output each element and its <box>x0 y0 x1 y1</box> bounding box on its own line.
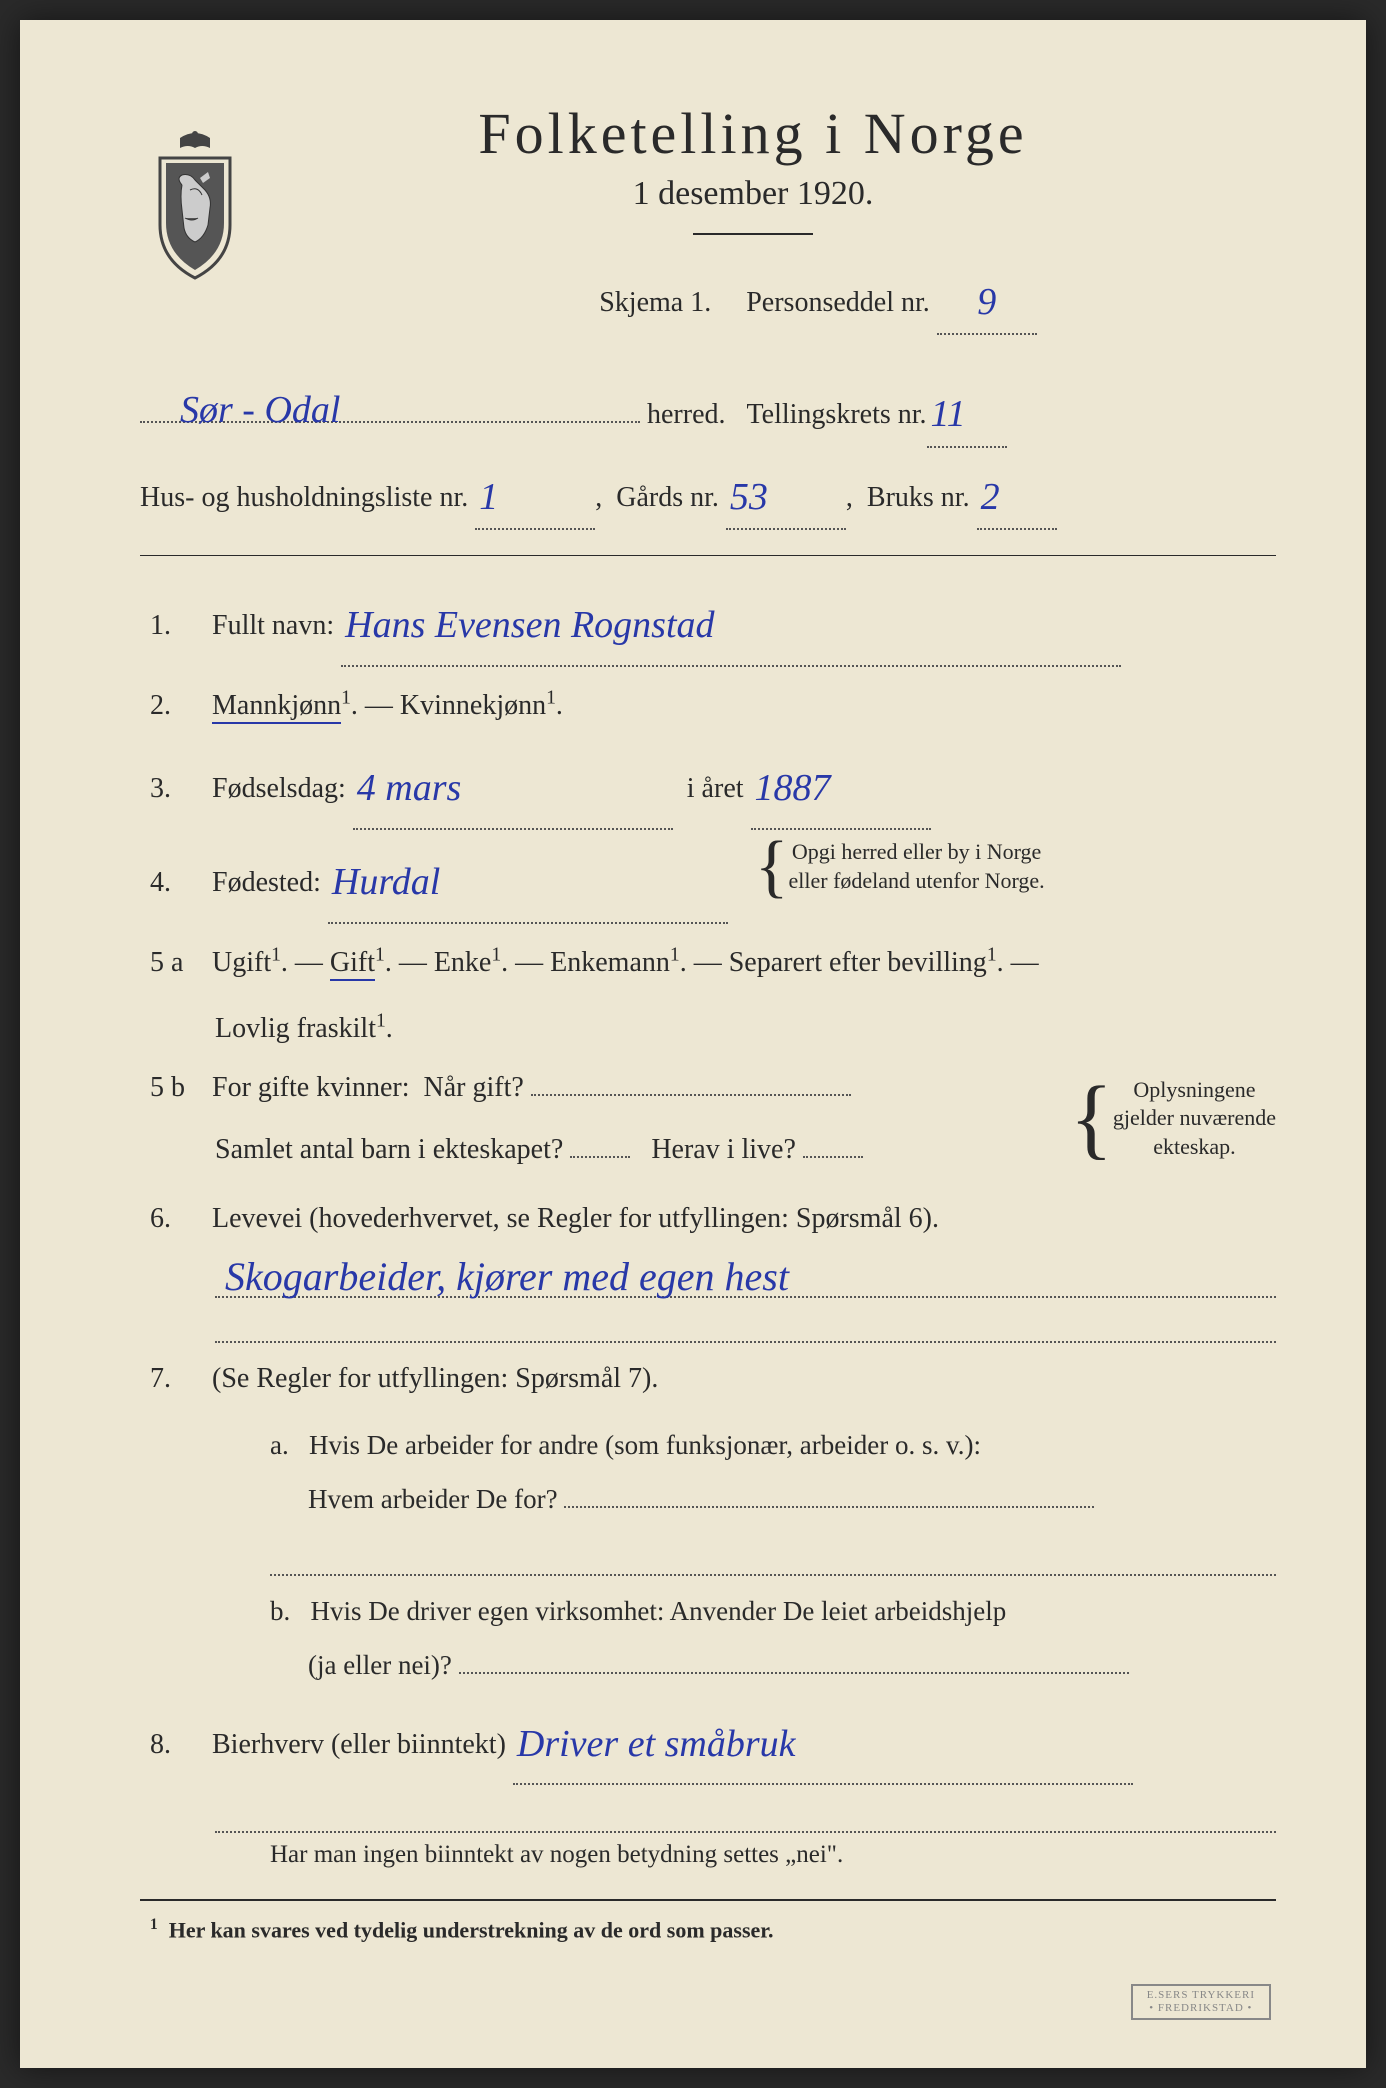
main-title: Folketelling i Norge <box>290 100 1216 167</box>
question-2: 2. Mannkjønn1. — Kvinnekjønn1. <box>140 675 1276 737</box>
q5b-num: 5 b <box>150 1057 205 1119</box>
question-5a: 5 a Ugift1. — Gift1. — Enke1. — Enkemann… <box>140 932 1276 994</box>
q4-label: Fødested: <box>212 867 321 898</box>
q5b-barn: Samlet antal barn i ekteskapet? <box>150 1134 563 1165</box>
herred-line: Sør - Odal herred. Tellingskrets nr. 11 <box>140 377 1276 447</box>
census-form-document: Folketelling i Norge 1 desember 1920. Sk… <box>20 20 1366 2068</box>
question-7b: b. Hvis De driver egen virksomhet: Anven… <box>140 1584 1276 1692</box>
herred-label: herred. <box>647 390 726 440</box>
question-7a: a. Hvis De arbeider for andre (som funks… <box>140 1418 1276 1576</box>
husliste-value: 1 <box>479 463 498 531</box>
q5a-enkemann: Enkemann <box>550 947 670 978</box>
document-header: Folketelling i Norge 1 desember 1920. Sk… <box>140 100 1276 347</box>
skjema-label: Skjema 1. <box>599 287 711 318</box>
q4-note-l2: eller fødeland utenfor Norge. <box>789 868 1045 893</box>
footnote-instruction: Har man ingen biinntekt av nogen betydni… <box>140 1841 1276 1869</box>
header-divider <box>140 555 1276 556</box>
subtitle: 1 desember 1920. <box>290 175 1216 213</box>
brace-icon: { <box>755 842 789 891</box>
question-8: 8. Bierhverv (eller biinntekt) Driver et… <box>140 1700 1276 1786</box>
q7a-l2: Hvem arbeider De for? <box>270 1484 558 1514</box>
gards-label: Gårds nr. <box>616 482 719 513</box>
q7b-l2: (ja eller nei)? <box>270 1650 452 1680</box>
q2-mann: Mannkjønn <box>212 690 341 724</box>
question-1: 1. Fullt navn: Hans Evensen Rognstad <box>140 581 1276 667</box>
stamp-l1: E.SERS TRYKKERI <box>1147 1989 1255 2001</box>
q4-num: 4. <box>150 852 205 914</box>
q8-num: 8. <box>150 1714 205 1776</box>
stamp-l2: • FREDRIKSTAD • <box>1149 2002 1252 2014</box>
q5a-num: 5 a <box>150 932 205 994</box>
q1-value: Hans Evensen Rognstad <box>345 584 714 668</box>
q2-dash: — <box>365 690 400 721</box>
q5a-ugift: Ugift <box>212 947 271 978</box>
q5a-enke: Enke <box>434 947 492 978</box>
bruks-label: Bruks nr. <box>867 482 970 513</box>
q5a-fraskilt: Lovlig fraskilt <box>215 1013 376 1044</box>
q8-label: Bierhverv (eller biinntekt) <box>212 1729 506 1760</box>
question-5b: 5 b For gifte kvinner: Når gift? Samlet … <box>140 1057 1276 1180</box>
question-6: 6. Levevei (hovederhvervet, se Regler fo… <box>140 1188 1276 1250</box>
personseddel-label: Personseddel nr. <box>746 287 930 318</box>
coat-of-arms-icon <box>140 130 250 280</box>
herred-value: Sør - Odal <box>180 376 340 444</box>
q2-num: 2. <box>150 675 205 737</box>
gards-value: 53 <box>730 463 768 531</box>
footnote-divider <box>140 1899 1276 1901</box>
q5b-nargift: Når gift? <box>424 1072 524 1103</box>
tellingskrets-label: Tellingskrets nr. <box>747 390 927 440</box>
q1-num: 1. <box>150 595 205 657</box>
bruks-value: 2 <box>981 463 1000 531</box>
q7b-num: b. <box>270 1596 290 1626</box>
q5b-note-l1: Oplysningene <box>1133 1077 1255 1102</box>
question-5a-cont: Lovlig fraskilt1. <box>140 1001 1276 1057</box>
bottom-note-text: Her kan svares ved tydelig understreknin… <box>169 1917 774 1942</box>
printer-stamp: E.SERS TRYKKERI • FREDRIKSTAD • <box>1131 1984 1271 2020</box>
question-4: 4. Fødested: Hurdal { Opgi herred eller … <box>140 838 1276 924</box>
q8-extra <box>140 1793 1276 1833</box>
q6-answer-area: Skogarbeider, kjører med egen hest <box>140 1258 1276 1343</box>
q5b-herav: Herav i live? <box>651 1134 796 1165</box>
question-3: 3. Fødselsdag: 4 mars i året 1887 <box>140 744 1276 830</box>
q4-value: Hurdal <box>332 841 440 925</box>
q3-year-label: i året <box>687 773 744 804</box>
bottom-note: 1 Her kan svares ved tydelig understrekn… <box>140 1916 1276 1943</box>
q3-day: 4 mars <box>357 747 462 831</box>
tellingskrets-value: 11 <box>931 380 966 448</box>
q6-num: 6. <box>150 1188 205 1250</box>
bottom-sup: 1 <box>150 1916 158 1933</box>
husliste-line: Hus- og husholdningsliste nr. 1 , Gårds … <box>140 460 1276 530</box>
q5a-separert: Separert efter bevilling <box>729 947 987 978</box>
q3-year: 1887 <box>755 747 831 831</box>
q3-num: 3. <box>150 758 205 820</box>
q7b-l1: Hvis De driver egen virksomhet: Anvender… <box>311 1596 1007 1626</box>
q6-label: Levevei (hovederhvervet, se Regler for u… <box>212 1203 939 1234</box>
title-block: Folketelling i Norge 1 desember 1920. Sk… <box>290 100 1276 347</box>
question-7: 7. (Se Regler for utfyllingen: Spørsmål … <box>140 1348 1276 1410</box>
q3-label: Fødselsdag: <box>212 773 346 804</box>
q6-value: Skogarbeider, kjører med egen hest <box>225 1253 789 1300</box>
q7-label: (Se Regler for utfyllingen: Spørsmål 7). <box>212 1363 658 1394</box>
q7a-num: a. <box>270 1430 289 1460</box>
q2-kvinne: Kvinnekjønn <box>400 690 546 721</box>
q5b-note-l2: gjelder nuværende <box>1113 1105 1276 1130</box>
q4-note: Opgi herred eller by i Norge eller fødel… <box>789 838 1045 895</box>
q8-value: Driver et småbruk <box>517 1703 796 1787</box>
husliste-label: Hus- og husholdningsliste nr. <box>140 482 468 513</box>
skjema-line: Skjema 1. Personseddel nr. 9 <box>290 265 1216 335</box>
q7a-l1: Hvis De arbeider for andre (som funksjon… <box>309 1430 981 1460</box>
q5b-note: Oplysningene gjelder nuværende ekteskap. <box>1113 1076 1276 1162</box>
title-divider <box>693 233 813 235</box>
personseddel-value: 9 <box>977 268 996 336</box>
q7-num: 7. <box>150 1348 205 1410</box>
q5b-note-l3: ekteskap. <box>1153 1134 1235 1159</box>
q1-label: Fullt navn: <box>212 610 334 641</box>
q5a-gift: Gift <box>330 947 375 981</box>
brace-icon: { <box>1070 1087 1113 1150</box>
q4-note-l1: Opgi herred eller by i Norge <box>792 839 1041 864</box>
q5b-label: For gifte kvinner: <box>212 1072 410 1103</box>
